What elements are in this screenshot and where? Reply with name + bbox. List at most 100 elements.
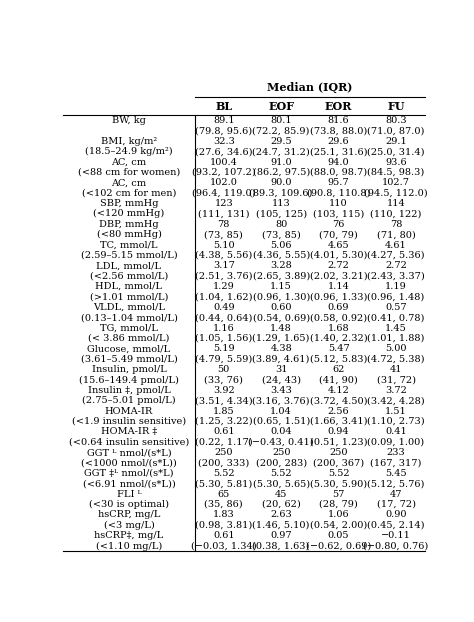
Text: 62: 62 [332, 365, 345, 374]
Text: (0.54, 2.00): (0.54, 2.00) [310, 521, 367, 530]
Text: (<1000 nmol/(s*L)): (<1000 nmol/(s*L)) [81, 458, 177, 468]
Text: (94.5, 112.0): (94.5, 112.0) [364, 188, 428, 198]
Text: (3.51, 4.34): (3.51, 4.34) [195, 396, 253, 405]
Text: (0.38, 1.63): (0.38, 1.63) [253, 542, 310, 550]
Text: (1.04, 1.62): (1.04, 1.62) [195, 292, 253, 302]
Text: (<0.64 insulin sensitive): (<0.64 insulin sensitive) [69, 438, 189, 447]
Text: (0.41, 0.78): (0.41, 0.78) [367, 313, 425, 322]
Text: (1.29, 1.65): (1.29, 1.65) [253, 334, 310, 343]
Text: (2.43, 3.37): (2.43, 3.37) [367, 272, 425, 281]
Text: (4.38, 5.56): (4.38, 5.56) [195, 251, 252, 260]
Text: (110, 122): (110, 122) [370, 210, 422, 218]
Text: −0.11: −0.11 [381, 531, 411, 540]
Text: (70, 79): (70, 79) [319, 230, 358, 239]
Text: 1.04: 1.04 [270, 407, 292, 415]
Text: 5.06: 5.06 [270, 241, 292, 249]
Text: 1.06: 1.06 [328, 511, 349, 519]
Text: (93.2, 107.2): (93.2, 107.2) [192, 168, 255, 177]
Text: (200, 283): (200, 283) [255, 458, 307, 468]
Text: 114: 114 [387, 199, 405, 208]
Text: (33, 76): (33, 76) [204, 376, 243, 384]
Text: (<2.56 mmol/L): (<2.56 mmol/L) [90, 272, 168, 281]
Text: (4.27, 5.36): (4.27, 5.36) [367, 251, 425, 260]
Text: GGT ᴸ nmol/(s*L): GGT ᴸ nmol/(s*L) [87, 448, 171, 457]
Text: (73, 85): (73, 85) [204, 230, 243, 239]
Text: (4.79, 5.59): (4.79, 5.59) [195, 355, 252, 364]
Text: (79.8, 95.6): (79.8, 95.6) [195, 126, 252, 136]
Text: (25.1, 31.6): (25.1, 31.6) [310, 147, 367, 156]
Text: (1.25, 3.22): (1.25, 3.22) [195, 417, 253, 426]
Text: 0.57: 0.57 [385, 303, 407, 312]
Text: (5.30, 5.65): (5.30, 5.65) [253, 479, 310, 488]
Text: 76: 76 [332, 220, 345, 229]
Text: 0.90: 0.90 [385, 511, 407, 519]
Text: HOMA-IR: HOMA-IR [105, 407, 153, 415]
Text: (5.12, 5.76): (5.12, 5.76) [367, 479, 425, 488]
Text: TC, mmol/L: TC, mmol/L [100, 241, 158, 249]
Text: (15.6–149.4 pmol/L): (15.6–149.4 pmol/L) [79, 376, 179, 384]
Text: 233: 233 [387, 448, 405, 457]
Text: 1.83: 1.83 [213, 511, 235, 519]
Text: BW, kg: BW, kg [112, 116, 146, 125]
Text: VLDL, mmol/L: VLDL, mmol/L [93, 303, 165, 312]
Text: 5.52: 5.52 [270, 469, 292, 478]
Text: (41, 90): (41, 90) [319, 376, 358, 384]
Text: 1.19: 1.19 [385, 282, 407, 291]
Text: Median (IQR): Median (IQR) [267, 81, 353, 93]
Text: BMI, kg/m²: BMI, kg/m² [101, 137, 157, 146]
Text: (4.36, 5.55): (4.36, 5.55) [253, 251, 310, 260]
Text: DBP, mmHg: DBP, mmHg [99, 220, 159, 229]
Text: 81.6: 81.6 [328, 116, 349, 125]
Text: 3.43: 3.43 [270, 386, 292, 395]
Text: 2.56: 2.56 [328, 407, 349, 415]
Text: 89.1: 89.1 [213, 116, 235, 125]
Text: (200, 333): (200, 333) [198, 458, 249, 468]
Text: 50: 50 [218, 365, 230, 374]
Text: (−0.62, 0.69): (−0.62, 0.69) [306, 542, 371, 550]
Text: (86.2, 97.5): (86.2, 97.5) [253, 168, 310, 177]
Text: 0.60: 0.60 [270, 303, 292, 312]
Text: 4.38: 4.38 [270, 345, 292, 353]
Text: (1.10, 2.73): (1.10, 2.73) [367, 417, 425, 426]
Text: 29.1: 29.1 [385, 137, 407, 146]
Text: (0.13–1.04 mmol/L): (0.13–1.04 mmol/L) [81, 313, 177, 322]
Text: 0.97: 0.97 [270, 531, 292, 540]
Text: (4.72, 5.38): (4.72, 5.38) [367, 355, 425, 364]
Text: HOMA-IR ‡: HOMA-IR ‡ [101, 427, 157, 437]
Text: (73.8, 88.0): (73.8, 88.0) [310, 126, 367, 136]
Text: (0.09, 1.00): (0.09, 1.00) [367, 438, 425, 447]
Text: 250: 250 [329, 448, 348, 457]
Text: (84.5, 98.3): (84.5, 98.3) [367, 168, 425, 177]
Text: TG, mmol/L: TG, mmol/L [100, 323, 158, 333]
Text: (18.5–24.9 kg/m²): (18.5–24.9 kg/m²) [85, 147, 173, 156]
Text: (<3 mg/L): (<3 mg/L) [104, 521, 155, 530]
Text: HDL, mmol/L: HDL, mmol/L [95, 282, 163, 291]
Text: 0.69: 0.69 [328, 303, 349, 312]
Text: 80: 80 [275, 220, 287, 229]
Text: (31, 72): (31, 72) [376, 376, 416, 384]
Text: (<6.91 nmol/(s*L)): (<6.91 nmol/(s*L)) [82, 479, 175, 488]
Text: 2.72: 2.72 [328, 261, 349, 271]
Text: (−0.43, 0.41): (−0.43, 0.41) [248, 438, 314, 447]
Text: 1.85: 1.85 [213, 407, 235, 415]
Text: 1.14: 1.14 [328, 282, 349, 291]
Text: LDL, mmol/L: LDL, mmol/L [97, 261, 162, 271]
Text: (<1.10 mg/L): (<1.10 mg/L) [96, 541, 162, 550]
Text: (<80 mmHg): (<80 mmHg) [97, 230, 161, 239]
Text: (1.46, 5.10): (1.46, 5.10) [253, 521, 310, 530]
Text: 1.48: 1.48 [270, 323, 292, 333]
Text: 2.63: 2.63 [270, 511, 292, 519]
Text: (17, 72): (17, 72) [376, 500, 416, 509]
Text: 0.05: 0.05 [328, 531, 349, 540]
Text: hsCRP, mg/L: hsCRP, mg/L [98, 511, 160, 519]
Text: 31: 31 [275, 365, 287, 374]
Text: (1.05, 1.56): (1.05, 1.56) [195, 334, 252, 343]
Text: 3.72: 3.72 [385, 386, 407, 395]
Text: (5.12, 5.83): (5.12, 5.83) [310, 355, 367, 364]
Text: 100.4: 100.4 [210, 157, 237, 167]
Text: 1.68: 1.68 [328, 323, 349, 333]
Text: 5.00: 5.00 [385, 345, 407, 353]
Text: 0.61: 0.61 [213, 531, 235, 540]
Text: (2.51, 3.76): (2.51, 3.76) [195, 272, 253, 281]
Text: 0.49: 0.49 [213, 303, 235, 312]
